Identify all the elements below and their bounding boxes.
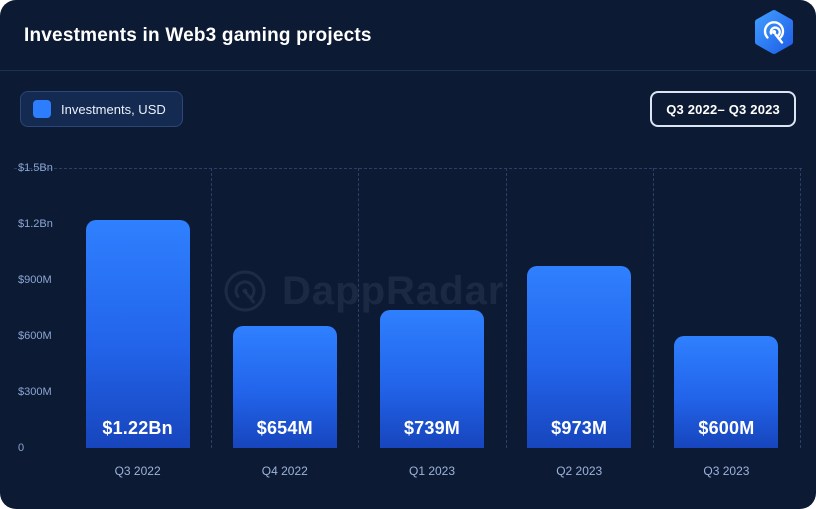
legend-swatch	[33, 100, 51, 118]
gridline-vertical	[800, 168, 801, 448]
top-gridline	[14, 168, 802, 169]
x-axis-label: Q3 2022	[114, 464, 161, 478]
period-label: Q3 2022– Q3 2023	[666, 101, 780, 117]
dappradar-radar-icon	[755, 10, 793, 54]
x-axis-label: Q3 2023	[703, 464, 750, 478]
y-tick-label: $300M	[18, 386, 52, 398]
x-axis-label: Q1 2023	[408, 464, 456, 478]
watermark-radar-icon	[224, 270, 266, 312]
bar-value-label: $973M	[551, 418, 608, 438]
bar-q4-2022[interactable]: $654M	[232, 326, 337, 448]
bar-q3-2022[interactable]: $1.22Bn	[85, 220, 190, 448]
bar-value-label: $654M	[256, 418, 313, 438]
watermark: DappRadar	[222, 268, 504, 314]
watermark-text: DappRadar	[282, 268, 505, 313]
dappradar-logo	[752, 9, 796, 55]
bar-column: $654M	[211, 168, 358, 448]
bar-value-label: $739M	[403, 418, 461, 438]
y-tick-label: $1.2Bn	[18, 218, 53, 230]
y-tick-label: $900M	[18, 274, 52, 286]
bar-q2-2023[interactable]: $973M	[527, 266, 632, 448]
x-axis: Q3 2022 Q4 2022 Q1 2023 Q2 2023 Q3 2023	[64, 464, 800, 478]
bar-chart: DappRadar $1.22Bn $654M $739M $973M $600M Q3…	[0, 148, 816, 493]
y-tick-label: 0	[18, 442, 25, 454]
bar-q1-2023[interactable]: $739M	[380, 310, 484, 448]
legend-label: Investments, USD	[61, 101, 166, 117]
bar-column: $600M	[653, 168, 800, 448]
gridline-vertical	[505, 168, 507, 448]
y-tick-label: $600M	[18, 330, 52, 342]
gridline-vertical	[211, 168, 213, 448]
plot-area: $1.22Bn $654M $739M $973M $600M	[64, 168, 801, 448]
bar-value-label: $600M	[698, 418, 755, 438]
header-divider	[0, 70, 816, 71]
bar-q3-2023[interactable]: $600M	[674, 336, 779, 448]
x-axis-label: Q4 2022	[261, 464, 308, 478]
bar-column: $973M	[506, 168, 653, 448]
legend-investments[interactable]: Investments, USD	[20, 91, 183, 127]
bar-value-label: $1.22Bn	[102, 418, 173, 438]
gridline-vertical	[358, 168, 360, 448]
bar-column: $739M	[358, 168, 505, 448]
gridline-vertical	[652, 168, 654, 448]
page-title: Investments in Web3 gaming projects	[24, 25, 372, 46]
period-selector[interactable]: Q3 2022– Q3 2023	[650, 91, 796, 127]
bar-column: $1.22Bn	[64, 168, 211, 448]
x-axis-label: Q2 2023	[556, 464, 603, 478]
y-tick-label: $1.5Bn	[18, 162, 53, 174]
